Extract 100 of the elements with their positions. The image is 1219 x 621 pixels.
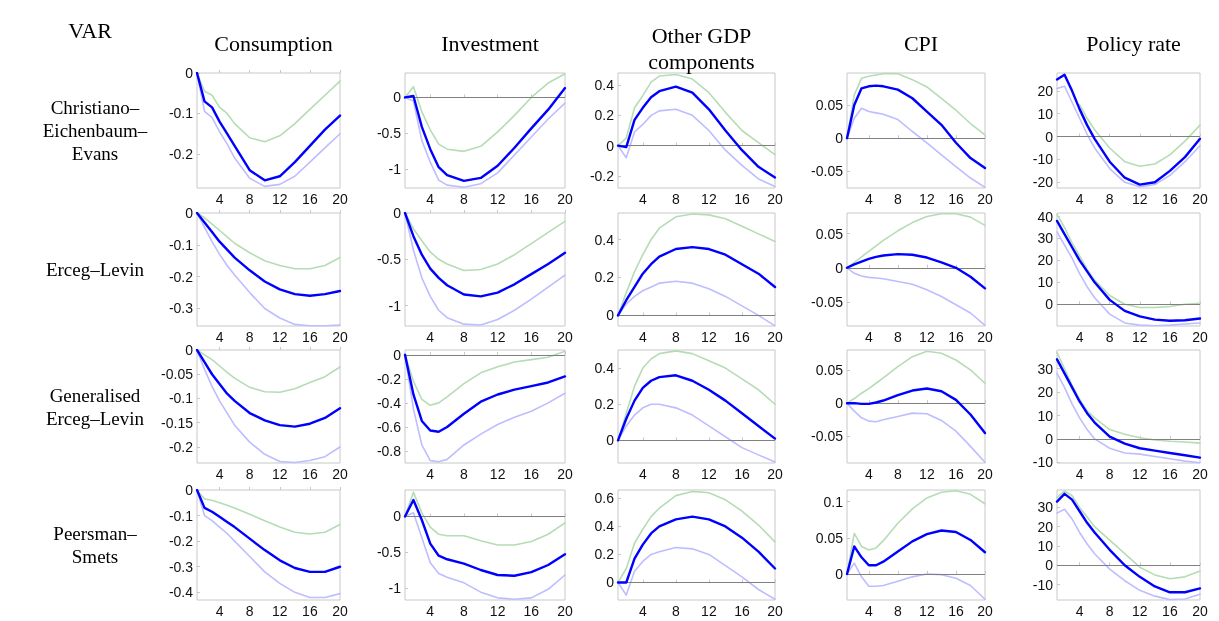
y-tick-label: -0.2 [168, 533, 194, 550]
y-tick-label: -1 [388, 297, 402, 314]
line-series [846, 402, 986, 464]
x-tick-label: 4 [426, 466, 435, 482]
line-series [1055, 492, 1202, 594]
y-axis-title: Generalised Erceg–Levin [45, 384, 145, 429]
x-tick-label: 8 [1105, 191, 1114, 207]
x-tick-label: 12 [272, 603, 288, 619]
x-tick-label: 16 [302, 191, 318, 207]
line-series [404, 96, 566, 189]
y-tick-label: -0.5 [376, 251, 402, 268]
x-tick-label: 16 [523, 603, 540, 619]
x-tick-label: 8 [245, 191, 254, 207]
x-tick-label: 20 [332, 329, 348, 345]
x-tick-label: 12 [1132, 191, 1148, 207]
y-tick-label: -0.5 [376, 544, 402, 561]
line-series [846, 107, 986, 189]
line-series [617, 490, 776, 584]
x-tick-label: 16 [734, 466, 750, 482]
x-tick-label: 4 [215, 466, 224, 482]
y-tick-label: 0.05 [815, 96, 844, 113]
x-tick-label: 12 [919, 466, 935, 482]
line-series [403, 498, 567, 577]
line-series [617, 108, 776, 188]
x-tick-label: 16 [948, 191, 964, 207]
x-tick-label: 4 [215, 191, 224, 207]
line-series [403, 211, 567, 298]
line-series [404, 491, 566, 546]
y-tick-label: -0.3 [168, 300, 194, 317]
x-tick-label: 12 [919, 329, 935, 345]
x-tick-label: 8 [893, 603, 902, 619]
y-tick-label: -0.5 [376, 125, 402, 142]
x-tick-label: 4 [638, 191, 647, 207]
chart-title: Policy rate [1086, 30, 1181, 56]
y-tick-label: 20 [1037, 518, 1054, 535]
x-tick-label: 16 [734, 329, 750, 345]
x-tick-label: 12 [489, 603, 506, 619]
line-series [1056, 490, 1201, 580]
x-tick-label: 12 [701, 191, 717, 207]
x-tick-label: 4 [638, 329, 647, 345]
x-tick-label: 4 [1075, 329, 1084, 345]
line-series [616, 515, 777, 584]
y-tick-label: 0 [1045, 296, 1054, 313]
x-tick-label: 20 [767, 329, 783, 345]
x-tick-label: 16 [1162, 191, 1178, 207]
line-series [617, 403, 776, 463]
y-tick-label: 0 [393, 508, 402, 525]
y-tick-label: 0.2 [594, 107, 615, 124]
line-series [617, 73, 776, 156]
y-tick-label: 20 [1037, 252, 1054, 269]
y-tick-label: 0.4 [594, 518, 615, 535]
chart-title: CPI [903, 30, 939, 56]
y-tick-label: 0 [393, 346, 402, 363]
line-series [845, 529, 987, 576]
y-tick-label: 0.05 [815, 529, 844, 546]
line-series [1056, 508, 1201, 601]
line-series [845, 387, 987, 435]
x-tick-label: 12 [1132, 329, 1148, 345]
y-tick-label: 0 [1045, 557, 1054, 574]
x-tick-label: 4 [1075, 191, 1084, 207]
y-tick-label: -0.1 [168, 390, 194, 407]
x-tick-label: 16 [302, 603, 318, 619]
line-series [195, 348, 342, 428]
y-axis-title: Christiano– Eichenbaum– Evans [42, 97, 148, 164]
y-tick-label: -0.05 [811, 428, 844, 445]
line-series [196, 349, 341, 393]
y-tick-label: 0 [606, 574, 615, 591]
x-tick-label: 12 [701, 603, 717, 619]
y-tick-label: 0 [185, 482, 194, 498]
y-tick-label: 0 [835, 395, 844, 412]
x-tick-label: 20 [977, 603, 993, 619]
y-tick-label: -0.2 [168, 439, 194, 455]
x-tick-label: 20 [1192, 603, 1208, 619]
line-series [845, 84, 987, 170]
line-series [195, 211, 342, 297]
x-tick-label: 8 [460, 466, 469, 482]
x-tick-label: 16 [1162, 603, 1178, 619]
x-tick-label: 20 [767, 191, 783, 207]
x-tick-label: 20 [332, 603, 348, 619]
y-tick-label: 0 [835, 565, 844, 582]
y-tick-label: 0.2 [594, 269, 615, 286]
y-tick-label: -0.6 [376, 418, 402, 435]
y-tick-label: 0 [606, 137, 615, 154]
x-tick-label: 16 [523, 466, 540, 482]
x-tick-label: 12 [272, 466, 288, 482]
y-tick-label: 0.2 [594, 396, 615, 413]
line-series [846, 562, 986, 601]
x-tick-label: 20 [557, 603, 573, 619]
y-tick-label: 10 [1037, 407, 1054, 424]
y-tick-label: 0.4 [594, 77, 615, 94]
chart-title: Consumption [214, 30, 333, 56]
x-tick-label: 4 [864, 466, 873, 482]
x-tick-label: 8 [671, 603, 680, 619]
x-tick-label: 4 [426, 603, 435, 619]
x-tick-label: 12 [489, 329, 506, 345]
x-tick-label: 8 [671, 466, 680, 482]
x-tick-label: 20 [1192, 329, 1208, 345]
x-tick-label: 8 [893, 466, 902, 482]
x-tick-label: 4 [215, 603, 224, 619]
y-tick-label: 0.4 [594, 231, 615, 248]
